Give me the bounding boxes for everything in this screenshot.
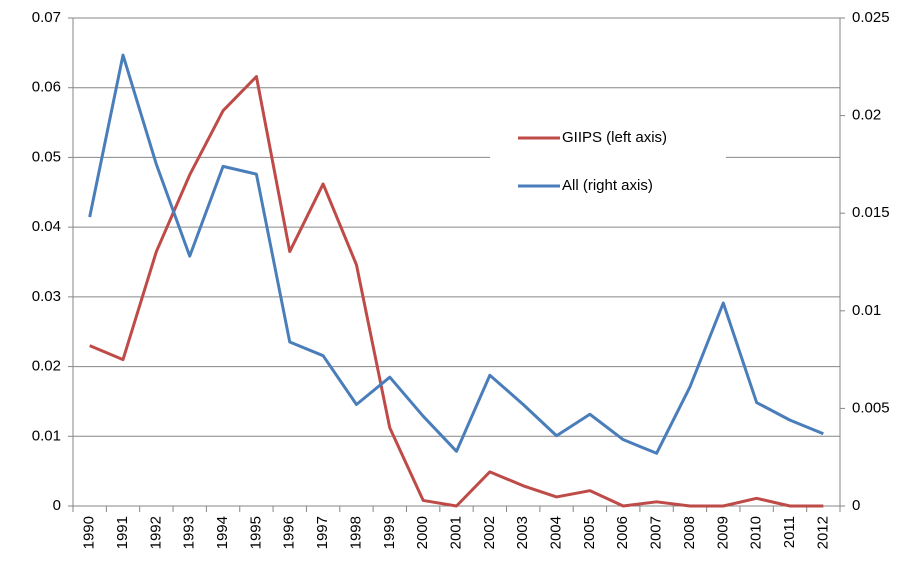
y-tick-label: 0.01	[32, 427, 61, 444]
x-tick-label: 1999	[381, 516, 398, 549]
y-tick-label: 0.05	[32, 148, 61, 165]
legend-label: GIIPS (left axis)	[562, 129, 667, 146]
y2-tick-label: 0.005	[852, 399, 890, 416]
legend-box	[490, 114, 726, 210]
y-tick-label: 0.02	[32, 358, 61, 375]
x-tick-label: 2008	[681, 516, 698, 549]
series-line	[89, 75, 824, 508]
x-tick-label: 2011	[781, 516, 798, 548]
x-tick-label: 1992	[147, 516, 164, 549]
x-tick-label: 2012	[814, 516, 831, 549]
x-tick-label: 2010	[748, 516, 765, 549]
y-tick-label: 0.03	[32, 288, 61, 305]
x-tick-label: 2007	[648, 516, 665, 549]
y-tick-label: 0.04	[32, 218, 61, 235]
x-tick-label: 1996	[281, 516, 298, 549]
x-tick-label: 1991	[114, 516, 131, 549]
x-tick-label: 2009	[714, 516, 731, 549]
y-tick-label: 0.07	[32, 9, 61, 26]
x-tick-label: 2002	[481, 516, 498, 549]
x-tick-label: 2000	[414, 516, 431, 549]
y2-tick-label: 0.025	[852, 9, 890, 26]
y-tick-label: 0.06	[32, 79, 61, 96]
x-tick-label: 2005	[581, 516, 598, 549]
x-tick-label: 1990	[81, 516, 98, 549]
x-tick-label: 2004	[548, 516, 565, 549]
x-tick-label: 1997	[314, 516, 331, 549]
y-tick-label: 0	[53, 497, 61, 514]
y2-tick-label: 0.015	[852, 204, 890, 221]
x-tick-label: 2006	[614, 516, 631, 549]
x-tick-label: 1995	[247, 516, 264, 549]
x-tick-label: 1993	[181, 516, 198, 549]
x-tick-label: 2003	[514, 516, 531, 549]
x-tick-label: 2001	[447, 516, 464, 549]
legend-label: All (right axis)	[562, 177, 653, 194]
y2-tick-label: 0	[852, 497, 860, 514]
y2-tick-label: 0.01	[852, 302, 881, 319]
y2-tick-label: 0.02	[852, 107, 881, 124]
x-tick-label: 1998	[347, 516, 364, 549]
x-tick-label: 1994	[214, 516, 231, 549]
series-line	[88, 53, 824, 455]
